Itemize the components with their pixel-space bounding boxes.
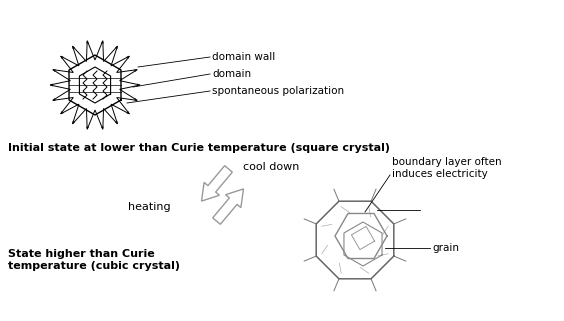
Text: heating: heating — [128, 202, 171, 212]
Text: domain: domain — [212, 69, 251, 79]
Polygon shape — [201, 166, 232, 201]
Text: domain wall: domain wall — [212, 52, 275, 62]
Text: spontaneous polarization: spontaneous polarization — [212, 86, 344, 96]
Text: cool down: cool down — [243, 162, 299, 172]
Text: grain: grain — [432, 243, 459, 253]
Text: State higher than Curie
temperature (cubic crystal): State higher than Curie temperature (cub… — [8, 249, 180, 271]
Text: Initial state at lower than Curie temperature (square crystal): Initial state at lower than Curie temper… — [8, 143, 390, 153]
Polygon shape — [213, 189, 244, 224]
Text: boundary layer often
induces electricity: boundary layer often induces electricity — [392, 157, 501, 179]
